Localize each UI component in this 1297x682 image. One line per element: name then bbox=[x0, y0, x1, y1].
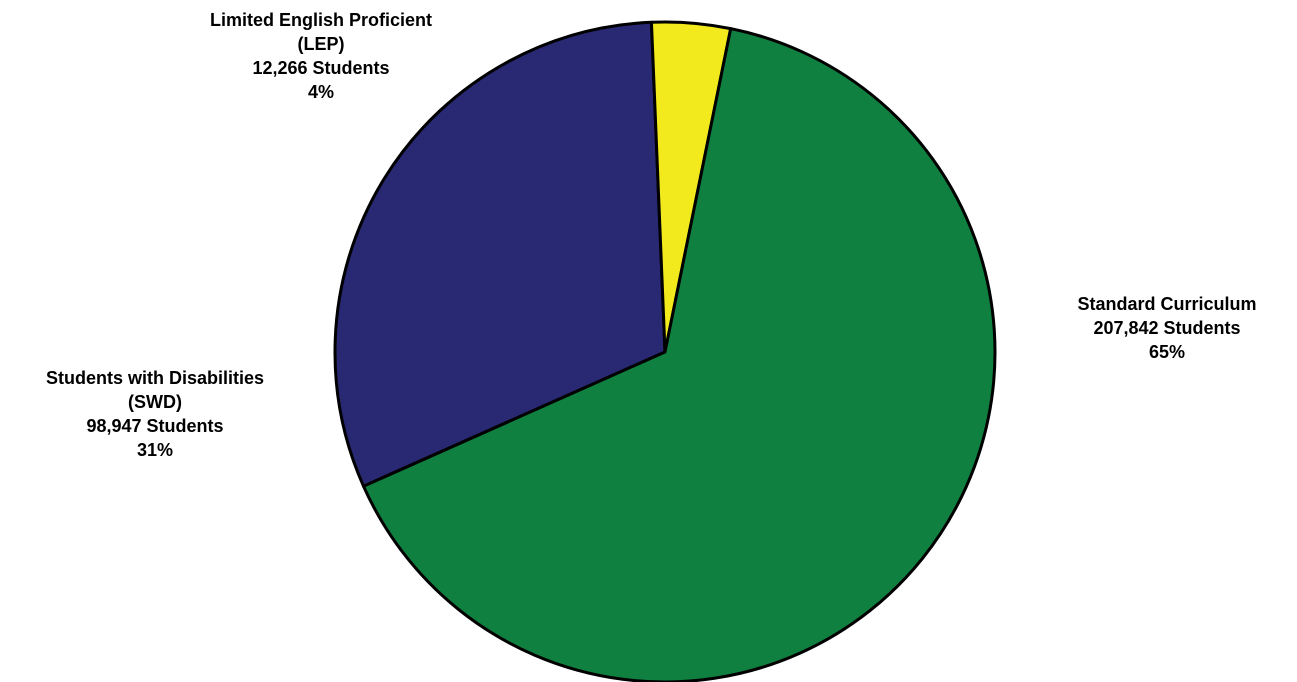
slice-label-swd-students: 98,947 Students bbox=[86, 416, 224, 436]
slice-label-lep: Limited English Proficient (LEP) 12,266 … bbox=[166, 8, 476, 104]
pie-slices bbox=[333, 20, 997, 682]
slice-label-std-students: 207,842 Students bbox=[1093, 318, 1241, 338]
pie-slice-swd bbox=[333, 20, 667, 488]
slice-label-swd-name-line1: Students with Disabilities bbox=[45, 368, 265, 388]
slice-label-std-name-line1: Standard Curriculum bbox=[1077, 294, 1257, 314]
pie-slice-std bbox=[362, 27, 997, 682]
slice-label-swd-percent: 31% bbox=[136, 440, 174, 460]
slice-label-lep-percent: 4% bbox=[307, 82, 334, 102]
slice-label-swd-name-line2: (SWD) bbox=[128, 392, 182, 412]
slice-label-std-percent: 65% bbox=[1148, 342, 1186, 362]
slice-label-lep-name-line2: (LEP) bbox=[297, 34, 345, 54]
slice-label-lep-students: 12,266 Students bbox=[252, 58, 390, 78]
slice-label-swd: Students with Disabilities (SWD) 98,947 … bbox=[0, 366, 310, 462]
slice-label-lep-name-line1: Limited English Proficient bbox=[209, 10, 433, 30]
slice-label-std: Standard Curriculum 207,842 Students 65% bbox=[1012, 292, 1297, 364]
